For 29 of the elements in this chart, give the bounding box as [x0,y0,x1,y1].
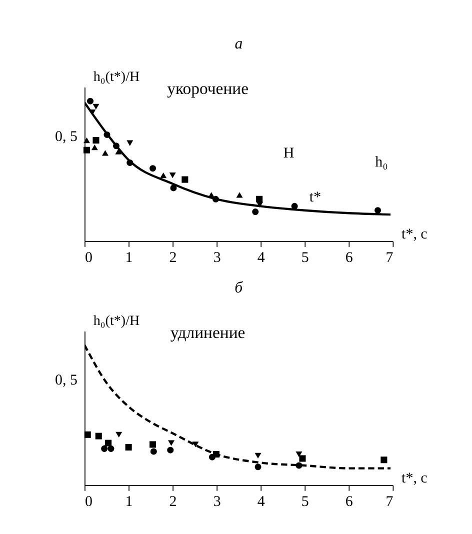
text: 0, 5 [55,128,78,145]
annotation: h₀ [375,154,388,170]
x-tick-label: 2 [169,494,177,510]
chart-title: б [234,279,244,296]
x-tick-label: 5 [301,250,309,266]
chart-title: а [234,35,243,52]
y-axis-title: h₀(t*)/H [93,68,140,85]
x-tick-label: 0 [84,250,92,266]
x-axis-title: t*, с [402,470,428,486]
x-tick-label: 6 [345,494,354,510]
x-tick-label: 1 [125,494,133,510]
x-axis-title: t*, с [402,226,428,243]
x-tick-label: 6 [345,250,354,266]
x-tick-label: 4 [257,250,266,266]
x-tick-label: 7 [386,250,394,266]
x-tick-label: 5 [301,494,309,510]
y-axis-title: h₀(t*)/H [93,312,140,329]
x-tick-label: 0 [84,494,92,510]
text: 0, 5 [55,372,78,389]
annotation: H [283,146,294,162]
x-tick-label: 3 [213,494,221,510]
chart-subtitle: укорочение [167,79,249,98]
x-tick-label: 7 [386,494,394,510]
annotation: t* [309,190,322,206]
x-tick-label: 1 [125,250,133,266]
x-tick-label: 2 [169,250,177,266]
x-tick-label: 3 [213,250,221,266]
x-tick-label: 4 [257,494,266,510]
chart-subtitle: удлинение [170,323,246,342]
